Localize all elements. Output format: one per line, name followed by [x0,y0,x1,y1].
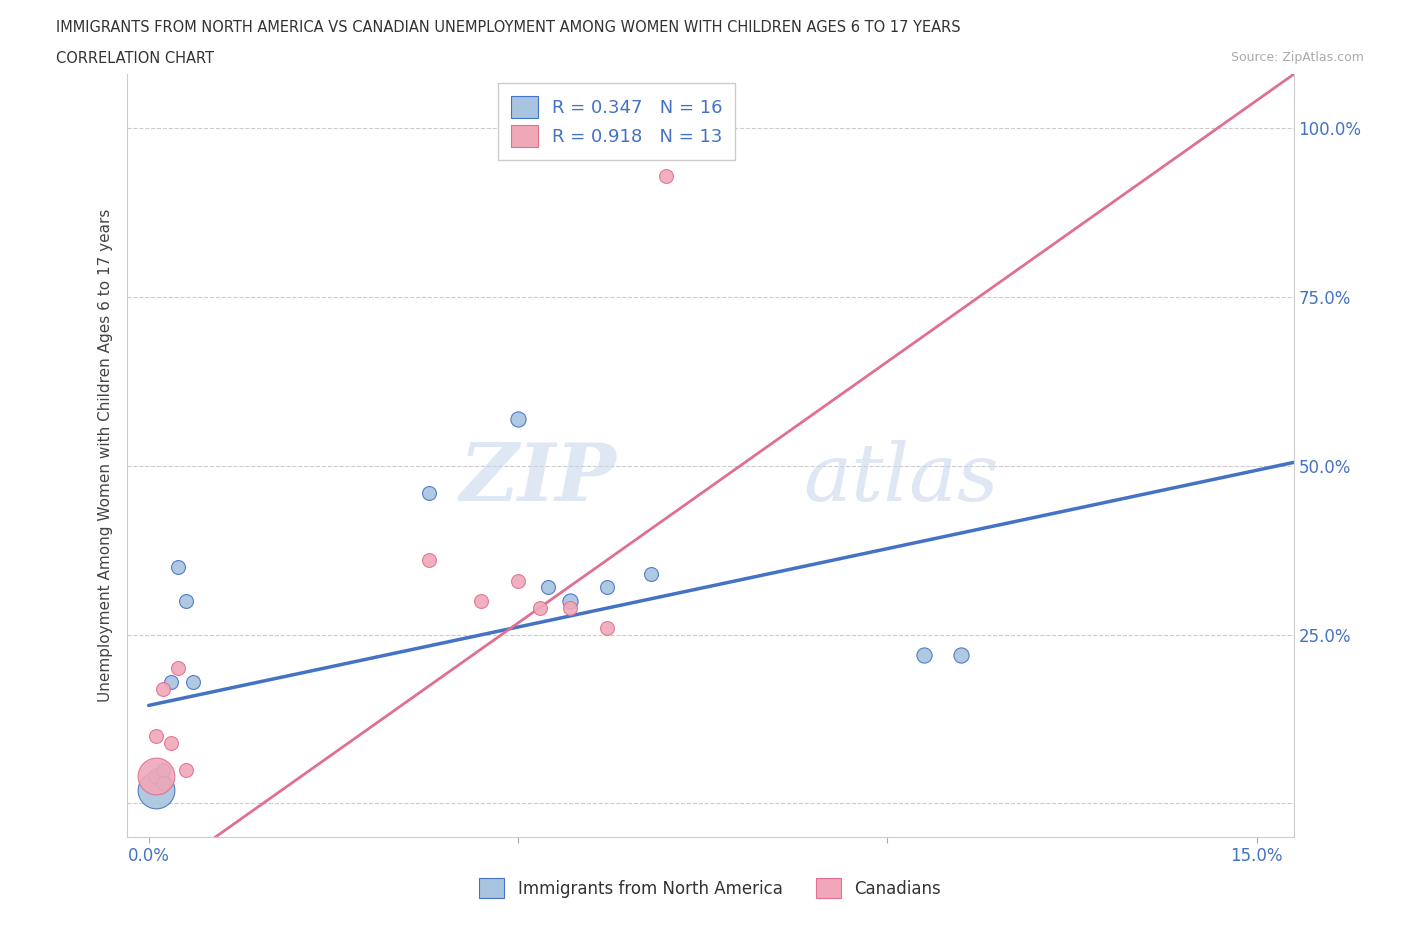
Legend: Immigrants from North America, Canadians: Immigrants from North America, Canadians [472,871,948,905]
Point [506,411,529,426]
Point [160,735,183,750]
Point [506,573,529,588]
Point [418,552,440,567]
Text: atlas: atlas [803,440,998,517]
Text: IMMIGRANTS FROM NORTH AMERICA VS CANADIAN UNEMPLOYMENT AMONG WOMEN WITH CHILDREN: IMMIGRANTS FROM NORTH AMERICA VS CANADIA… [56,20,960,35]
Point [152,762,174,777]
Point [536,580,558,595]
Point [145,728,167,743]
Point [529,600,551,615]
Point [174,593,197,608]
Point [595,580,617,595]
Point [558,600,581,615]
Y-axis label: Unemployment Among Women with Children Ages 6 to 17 years: Unemployment Among Women with Children A… [97,209,112,702]
Point [640,566,662,581]
Point [145,769,167,784]
Text: CORRELATION CHART: CORRELATION CHART [56,51,214,66]
Point [654,168,676,183]
Point [152,681,174,696]
Point [145,769,167,784]
Point [595,620,617,635]
Point [167,661,190,676]
Text: Source: ZipAtlas.com: Source: ZipAtlas.com [1230,51,1364,64]
Point [470,593,492,608]
Point [950,647,973,662]
Point [418,485,440,500]
Text: ZIP: ZIP [460,440,617,517]
Point [167,560,190,575]
Point [558,593,581,608]
Point [181,674,204,689]
Point [912,647,935,662]
Point [160,674,183,689]
Point [145,782,167,797]
Point [174,762,197,777]
Point [152,776,174,790]
